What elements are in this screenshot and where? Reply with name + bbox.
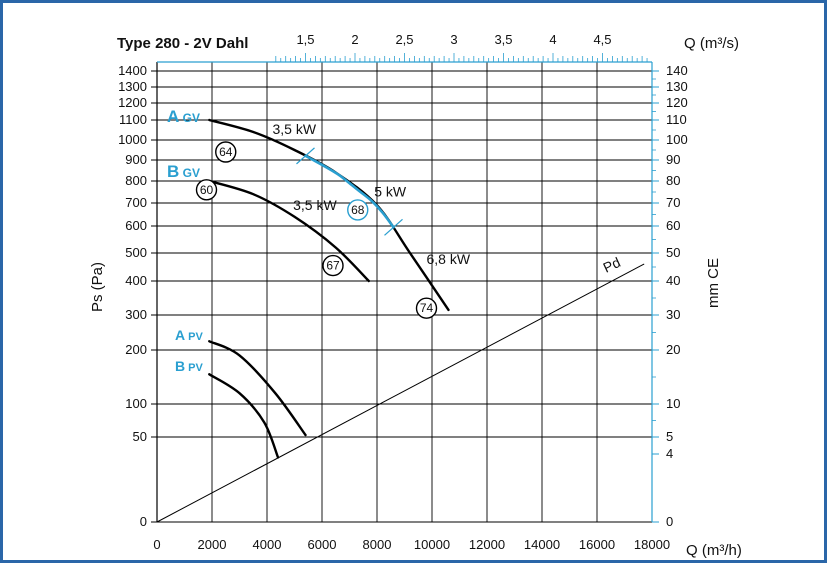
top-tick-label: 1,5 xyxy=(296,32,314,47)
y-tick-label: 1400 xyxy=(118,63,147,78)
series-label-b-pv: B PV xyxy=(175,358,204,374)
right-tick-label: 70 xyxy=(666,195,680,210)
y-axis-label: Ps (Pa) xyxy=(89,262,106,312)
efficiency-value: 64 xyxy=(219,145,233,159)
efficiency-value: 67 xyxy=(326,259,340,273)
y-tick-label: 800 xyxy=(125,173,147,188)
curves xyxy=(156,118,645,523)
efficiency-circle xyxy=(322,254,344,277)
series-line-b-gv xyxy=(208,179,370,283)
highlight-segment xyxy=(304,154,395,229)
chart-title: Type 280 - 2V Dahl xyxy=(117,35,248,52)
x-tick-label: 0 xyxy=(153,537,160,552)
x-tick-label: 8000 xyxy=(363,537,392,552)
series-label-a-pv: A PV xyxy=(175,327,204,343)
segment-cross-mark xyxy=(384,218,403,236)
efficiency-value: 68 xyxy=(351,203,365,217)
power-annotation: 3,5 kW xyxy=(273,121,317,137)
right-tick-label: 5 xyxy=(666,429,673,444)
y-tick-label: 1200 xyxy=(118,95,147,110)
right-tick-label: 110 xyxy=(666,112,687,127)
y-tick-label: 400 xyxy=(125,273,147,288)
y-tick-label: 1100 xyxy=(119,112,147,127)
top-tick-label: 4 xyxy=(549,32,556,47)
x-tick-label: 12000 xyxy=(469,537,505,552)
right-tick-label: 60 xyxy=(666,218,680,233)
right-tick-label: 100 xyxy=(666,132,688,147)
right-tick-label: 30 xyxy=(666,307,680,322)
right-tick-label: 90 xyxy=(666,152,680,167)
power-annotation: 5 kW xyxy=(374,183,407,199)
y-tick-label: 300 xyxy=(125,307,147,322)
y-tick-label: 1000 xyxy=(118,132,147,147)
x-tick-label: 6000 xyxy=(308,537,337,552)
y-axis-right-label: mm CE xyxy=(705,258,722,308)
top-tick-label: 3 xyxy=(450,32,457,47)
x-tick-label: 2000 xyxy=(198,537,227,552)
power-annotation: 6,8 kW xyxy=(427,251,471,267)
efficiency-circle xyxy=(215,141,237,163)
series-label-b-gv: B GV xyxy=(167,162,200,181)
right-tick-label: 40 xyxy=(666,273,680,288)
right-tick-label: 0 xyxy=(666,514,673,529)
x-axis-label: Q (m³/h) xyxy=(686,542,742,559)
y-tick-label: 700 xyxy=(125,195,147,210)
right-tick-label: 4 xyxy=(666,446,673,461)
x-tick-label: 4000 xyxy=(253,537,282,552)
series-label-pd: Pd xyxy=(601,254,623,276)
right-tick-label: 20 xyxy=(666,342,680,357)
right-tick-label: 10 xyxy=(666,396,680,411)
y-tick-label: 1300 xyxy=(118,79,147,94)
series-label-a-gv: A GV xyxy=(167,107,200,126)
efficiency-value: 74 xyxy=(420,301,434,315)
top-tick-label: 2 xyxy=(351,32,358,47)
y-tick-label: 500 xyxy=(125,245,147,260)
top-tick-label: 3,5 xyxy=(494,32,512,47)
x-axis-top-label: Q (m³/s) xyxy=(684,35,739,52)
right-tick-label: 130 xyxy=(666,79,688,94)
y-tick-label: 200 xyxy=(125,342,147,357)
top-tick-label: 2,5 xyxy=(395,32,413,47)
series-line-a-pv xyxy=(208,340,307,437)
efficiency-circle xyxy=(195,179,218,201)
grid-lines xyxy=(151,53,659,523)
right-tick-label: 120 xyxy=(666,95,688,110)
y-tick-label: 600 xyxy=(125,218,147,233)
series-line-pd xyxy=(156,263,645,523)
right-tick-label: 140 xyxy=(666,63,688,78)
x-tick-label: 18000 xyxy=(634,537,670,552)
x-tick-label: 10000 xyxy=(414,537,450,552)
efficiency-circle xyxy=(347,199,369,221)
series-line-b-pv xyxy=(208,373,280,459)
right-tick-label: 50 xyxy=(666,245,680,260)
efficiency-circle xyxy=(415,297,438,319)
right-tick-label: 80 xyxy=(666,173,680,188)
power-annotation: 3,5 kW xyxy=(293,197,337,213)
x-tick-label: 14000 xyxy=(524,537,560,552)
y-tick-label: 50 xyxy=(133,429,147,444)
y-tick-label: 100 xyxy=(125,396,147,411)
segment-cross-mark xyxy=(296,147,315,165)
top-tick-label: 4,5 xyxy=(593,32,611,47)
y-tick-label: 0 xyxy=(140,514,147,529)
x-tick-label: 16000 xyxy=(579,537,615,552)
labels: 1400130012001100100090080070060050040030… xyxy=(118,32,688,552)
efficiency-value: 60 xyxy=(200,183,214,197)
y-tick-label: 900 xyxy=(125,152,147,167)
